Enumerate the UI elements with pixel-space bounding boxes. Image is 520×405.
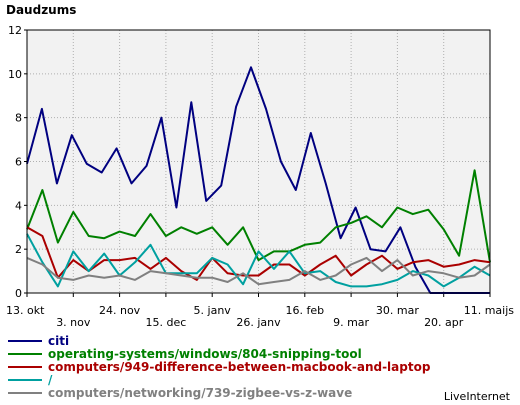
plot-frame <box>26 29 491 294</box>
brand-label: LiveInternet <box>444 390 511 403</box>
y-tick-label: 10 <box>8 68 22 81</box>
x-tick-label: 24. nov <box>99 304 141 317</box>
x-tick-label: 20. apr <box>424 316 464 329</box>
series-lines <box>26 66 491 294</box>
legend: citioperating-systems/windows/804-snippi… <box>8 334 431 400</box>
x-tick-label: 9. mar <box>333 316 369 329</box>
y-tick-label: 8 <box>15 112 22 125</box>
x-tick-label: 11. maijs <box>464 304 515 317</box>
x-tick-label: 15. dec <box>146 316 187 329</box>
series-line-4 <box>26 256 491 286</box>
chart-title: Daudzums <box>6 3 76 17</box>
series-line-2 <box>26 226 491 281</box>
x-tick-label: 16. feb <box>285 304 324 317</box>
x-tick-label: 3. nov <box>56 316 91 329</box>
y-tick-label: 6 <box>15 156 22 169</box>
legend-label: operating-systems/windows/804-snipping-t… <box>48 347 362 361</box>
x-tick-label: 30. mar <box>376 304 419 317</box>
y-tick-label: 12 <box>8 24 22 37</box>
legend-label: citi <box>48 334 69 348</box>
x-axis-ticks: 13. okt 3. nov 24. nov 15. dec 5. janv 26. ja… <box>6 293 514 329</box>
x-tick-label: 13. okt <box>6 304 45 317</box>
y-tick-label: 2 <box>15 243 22 256</box>
series-line-3 <box>26 233 491 288</box>
grid-lines <box>27 30 490 293</box>
x-tick-label: 26. janv <box>236 316 281 329</box>
legend-label: / <box>48 373 53 387</box>
series-line-1 <box>26 169 491 263</box>
x-tick-label: 5. janv <box>194 304 232 317</box>
y-tick-label: 0 <box>15 287 22 300</box>
y-tick-label: 4 <box>15 199 22 212</box>
legend-label: computers/949-difference-between-macbook… <box>48 360 431 374</box>
y-axis-ticks: 0 2 4 6 8 10 12 <box>8 24 27 300</box>
series-line-0 <box>26 66 490 294</box>
legend-label: computers/networking/739-zigbee-vs-z-wav… <box>48 386 352 400</box>
